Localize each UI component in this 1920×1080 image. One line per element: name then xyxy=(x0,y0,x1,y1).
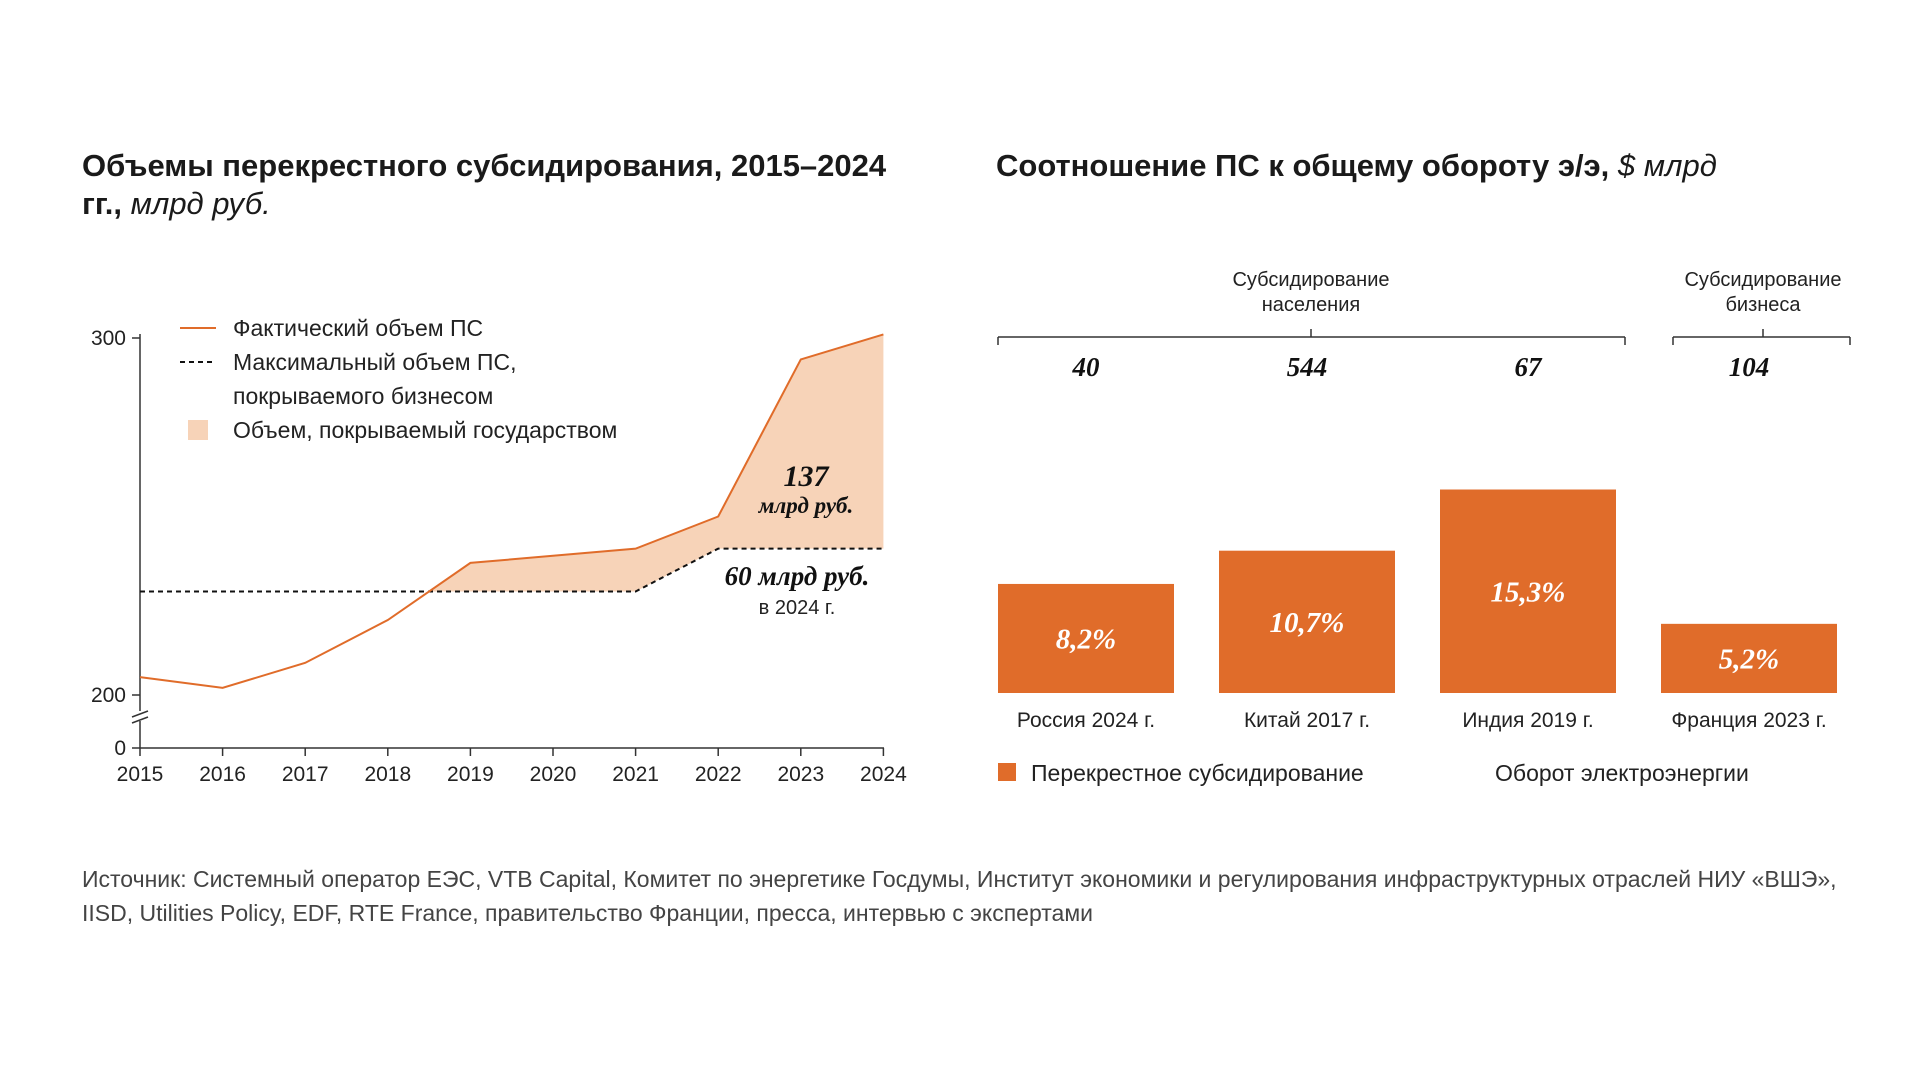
group-population-label-line1: Субсидирование xyxy=(1232,269,1389,291)
bar-value-label: 10,7% xyxy=(1270,607,1345,639)
x-tick-label: 2020 xyxy=(530,763,577,786)
bar xyxy=(1440,489,1616,693)
x-tick-label: 2022 xyxy=(695,763,742,786)
turnover-value-label: 67 xyxy=(1515,352,1544,382)
left-chart-title-main: Объемы перекрестного субсидирования, 201… xyxy=(82,148,887,221)
legend-cross-swatch xyxy=(998,763,1016,781)
legend-state-label: Объем, покрываемый государством xyxy=(233,417,617,443)
x-tick-label: 2016 xyxy=(199,763,246,786)
max-value-annotation: 60 млрд руб. xyxy=(725,561,870,591)
axis-break-marker xyxy=(131,710,150,724)
x-tick-label: 2018 xyxy=(364,763,411,786)
gap-value-annotation: 137 xyxy=(784,460,830,493)
y-tick-label: 0 xyxy=(114,737,126,760)
gap-unit-annotation: млрд руб. xyxy=(758,493,854,518)
right-chart-title-unit: $ млрд xyxy=(1617,148,1717,183)
bar-category-label: Россия 2024 г. xyxy=(1017,709,1155,732)
actual-volume-line xyxy=(139,333,884,689)
group-business-label-line2: бизнеса xyxy=(1725,294,1801,316)
source-note: Источник: Системный оператор ЕЭС, VTB Ca… xyxy=(82,866,1837,926)
bar-value-label: 5,2% xyxy=(1719,643,1779,675)
bar xyxy=(1661,623,1837,693)
max-business-line xyxy=(140,547,884,593)
right-legend: Перекрестное субсидирование Оборот элект… xyxy=(998,760,1749,786)
left-legend: Фактический объем ПС Максимальный объем … xyxy=(180,315,617,443)
y-tick-label: 200 xyxy=(91,684,126,707)
bar-chart: Субсидирование населения Субсидирование … xyxy=(997,269,1851,786)
legend-max-label-line1: Максимальный объем ПС, xyxy=(233,349,516,375)
left-chart-title: Объемы перекрестного субсидирования, 201… xyxy=(82,147,902,223)
turnover-value-label: 104 xyxy=(1729,352,1770,382)
bars: 8,2% Россия 2024 г. 40 10,7% Китай 2017 г. 54… xyxy=(998,352,1837,732)
x-tick-label: 2024 xyxy=(860,763,907,786)
bar-category-label: Китай 2017 г. xyxy=(1244,709,1370,732)
x-tick-label: 2019 xyxy=(447,763,494,786)
state-covered-area xyxy=(429,334,884,592)
max-year-annotation: в 2024 г. xyxy=(759,597,836,619)
bar-category-label: Индия 2019 г. xyxy=(1462,709,1593,732)
bar-value-label: 15,3% xyxy=(1491,576,1566,608)
x-tick-label: 2023 xyxy=(777,763,824,786)
turnover-value-label: 40 xyxy=(1072,352,1101,382)
x-tick-label: 2015 xyxy=(117,763,164,786)
x-tick-label: 2017 xyxy=(282,763,329,786)
legend-max-label-line2: покрываемого бизнесом xyxy=(233,383,493,409)
group-population-label-line2: населения xyxy=(1262,294,1360,316)
group-population-bracket xyxy=(997,329,1626,345)
line-area-chart: 0 200 300 2015 2016 2017 2018 2019 2020 2021 2022… xyxy=(91,315,907,786)
y-tick-label: 300 xyxy=(91,327,126,350)
left-chart-title-unit: млрд руб. xyxy=(130,186,271,221)
right-chart-title-main: Соотношение ПС к общему обороту э/э, xyxy=(996,148,1610,183)
group-business-label-line1: Субсидирование xyxy=(1684,269,1841,291)
legend-actual-label: Фактический объем ПС xyxy=(233,315,483,341)
legend-cross-label: Перекрестное субсидирование xyxy=(1031,760,1364,786)
y-ticks: 0 200 300 xyxy=(91,327,140,760)
x-ticks: 2015 2016 2017 2018 2019 2020 2021 2022 2023 2024 xyxy=(117,748,907,786)
group-business-bracket xyxy=(1672,329,1851,345)
right-chart-title: Соотношение ПС к общему обороту э/э, $ м… xyxy=(996,147,1896,185)
x-tick-label: 2021 xyxy=(612,763,659,786)
bar-category-label: Франция 2023 г. xyxy=(1671,709,1826,732)
bar xyxy=(998,583,1174,693)
legend-turnover-label: Оборот электроэнергии xyxy=(1495,760,1749,786)
bar-value-label: 8,2% xyxy=(1056,623,1116,655)
bar xyxy=(1219,550,1395,693)
turnover-value-label: 544 xyxy=(1287,352,1328,382)
legend-state-swatch xyxy=(188,420,208,440)
